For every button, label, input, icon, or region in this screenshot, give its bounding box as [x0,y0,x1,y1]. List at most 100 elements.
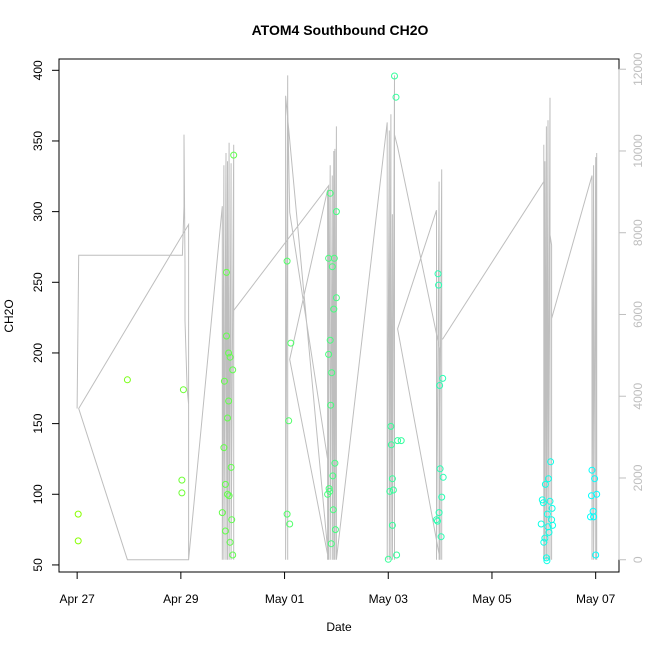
data-point [541,480,549,488]
data-point [123,376,131,384]
data-point [332,294,340,302]
data-point [225,397,233,405]
data-point [435,509,443,517]
data-point [327,401,335,409]
data-point [225,492,233,500]
data-point [325,350,333,358]
x-tick-label: May 07 [576,592,616,606]
data-point [225,349,233,357]
data-point [227,463,235,471]
y-tick-label: 100 [31,484,45,504]
data-point [328,263,336,271]
data-point [329,506,337,514]
data-point [590,513,598,521]
data-point [328,369,336,377]
data-point [229,366,237,374]
y-tick-label: 400 [31,60,45,80]
data-point [179,386,187,394]
x-axis: Apr 27 Apr 29 May 01 May 03 May 05 May 07 [59,571,616,606]
data-point [178,489,186,497]
y-tick-label: 200 [31,343,45,363]
data-point [230,151,238,159]
data-point [220,444,228,452]
data-point [178,476,186,484]
data-point [393,551,401,559]
data-point [283,257,291,265]
data-point [221,480,229,488]
data-point [434,517,441,525]
chart-title: ATOM4 Southbound CH2O [252,22,429,38]
data-point [226,353,234,361]
x-axis-label: Date [326,620,352,634]
y2-axis-right: 0 2000 4000 6000 8000 10000 12000 [618,52,645,563]
data-point [546,497,554,505]
y-tick-label: 250 [31,272,45,292]
y-tick-label: 50 [31,558,45,572]
data-point [287,339,295,347]
x-tick-label: Apr 27 [59,592,95,606]
data-point [218,509,226,517]
data-point [439,473,447,481]
y-axis-label: CH2O [2,299,16,332]
data-point [384,555,392,563]
data-point [543,510,551,518]
data-point [285,417,293,425]
data-point [388,475,396,483]
data-point [436,382,444,389]
y-tick-label: 300 [31,201,45,221]
data-point [539,499,547,507]
points-layer [74,72,601,565]
x-tick-label: Apr 29 [163,592,199,606]
data-point [221,527,229,535]
y-axis: 50 100 150 200 250 300 350 400 [31,60,60,572]
x-tick-label: May 01 [265,592,305,606]
data-point [223,268,230,276]
data-point [387,422,395,430]
line-layer [76,75,598,561]
data-point [434,270,442,278]
y-tick-label: 150 [31,413,45,433]
plot-frame [58,58,620,573]
data-point [437,533,445,541]
data-point [331,459,339,467]
data-point [224,490,231,498]
data-point [220,377,228,385]
data-point [435,281,443,289]
data-point [545,528,553,536]
data-point [433,516,440,524]
data-point [540,538,548,546]
data-point [283,510,291,518]
data-point [74,510,82,518]
data-point [387,441,395,449]
data-point [588,466,596,474]
data-point [332,208,340,216]
data-point [226,538,234,546]
y2-tick-label: 2000 [631,464,645,491]
data-point [330,254,338,262]
data-point [325,485,333,493]
data-point [542,554,550,562]
y2-tick-label: 6000 [631,301,645,328]
data-point [286,520,294,528]
data-point [224,414,231,422]
data-point [547,458,555,466]
data-point [397,437,405,445]
data-point [538,496,546,504]
data-point [391,72,398,80]
data-point [229,551,237,559]
x-tick-label: May 03 [369,592,409,606]
data-point [326,189,334,197]
data-point [330,305,338,313]
data-point [228,516,236,524]
data-point [545,475,552,483]
data-point [331,526,339,534]
data-point [593,490,601,498]
data-point [74,537,82,545]
y2-tick-label: 8000 [631,219,645,246]
data-point [439,374,447,382]
data-point [394,437,402,445]
data-point [389,486,397,494]
data-point [588,492,595,500]
data-point [549,521,557,529]
